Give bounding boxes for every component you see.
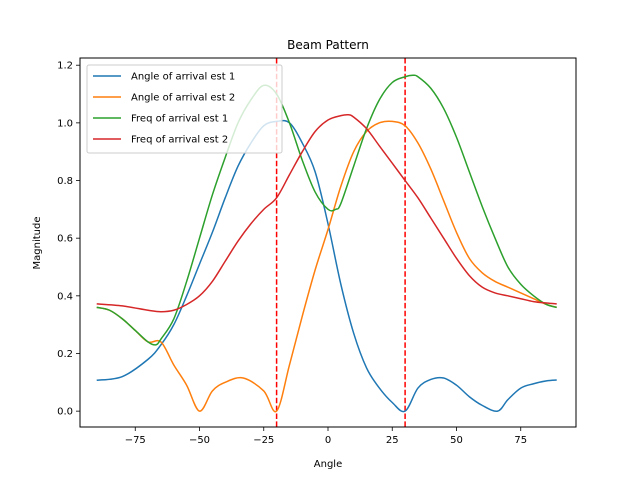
legend-items: Angle of arrival est 1 Angle of arrival e… <box>93 72 235 146</box>
series-lines <box>96 74 557 413</box>
plot-area <box>79 57 577 428</box>
y-tick-label: 0.0 <box>57 407 73 418</box>
x-tick-label: 25 <box>386 435 399 446</box>
legend-label-angle-of-arrival-est-1: Angle of arrival est 1 <box>131 72 235 83</box>
x-tick-label: −25 <box>253 435 274 446</box>
x-tick-label: 75 <box>514 435 527 446</box>
x-tick-label: −75 <box>125 435 146 446</box>
y-tick-label: 0.6 <box>57 234 73 245</box>
x-axis: −75 −50 −25 0 25 50 75 <box>125 427 527 446</box>
y-tick-label: 0.2 <box>57 349 73 360</box>
x-tick-label: 50 <box>450 435 463 446</box>
y-tick-label: 1.2 <box>57 61 73 72</box>
series-line-angle-of-arrival-est-2 <box>96 120 557 413</box>
series-line-freq-of-arrival-est-1 <box>96 74 557 346</box>
x-tick-label: −50 <box>189 435 210 446</box>
legend: Angle of arrival est 1 Angle of arrival e… <box>86 64 283 154</box>
legend-label-freq-of-arrival-est-1: Freq of arrival est 1 <box>131 114 228 125</box>
x-tick-label: 0 <box>325 435 331 446</box>
series-line-angle-of-arrival-est-1 <box>96 119 557 413</box>
legend-label-angle-of-arrival-est-2: Angle of arrival est 2 <box>131 93 235 104</box>
x-axis-label: Angle <box>314 459 342 470</box>
legend-label-freq-of-arrival-est-2: Freq of arrival est 2 <box>131 135 228 146</box>
y-tick-label: 0.8 <box>57 176 73 187</box>
legend-box <box>86 64 283 154</box>
reference-lines <box>275 58 406 427</box>
y-tick-label: 0.4 <box>57 291 73 302</box>
y-axis: 0.0 0.2 0.4 0.6 0.8 1.0 1.2 <box>57 61 80 418</box>
y-axis-label: Magnitude <box>32 217 43 270</box>
y-tick-label: 1.0 <box>57 118 73 129</box>
chart-title: Beam Pattern <box>287 38 369 52</box>
series-line-freq-of-arrival-est-2 <box>96 113 557 313</box>
